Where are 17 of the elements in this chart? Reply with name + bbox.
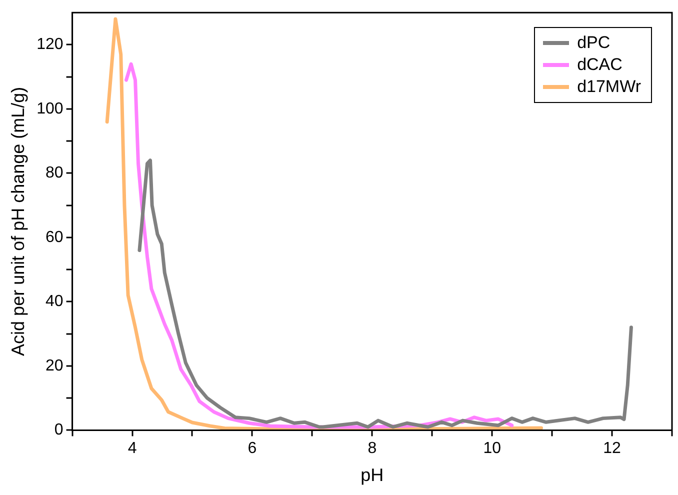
y-tick-label: 40 bbox=[46, 293, 64, 310]
y-axis-title: Acid per unit of pH change (mL/g) bbox=[8, 86, 28, 356]
x-tick-label: 6 bbox=[248, 440, 257, 458]
legend-label: dPC bbox=[577, 32, 610, 54]
legend-label: dCAC bbox=[577, 54, 622, 76]
y-tick-label: 60 bbox=[46, 228, 64, 246]
x-axis-title: pH bbox=[360, 465, 384, 486]
y-tick-label: 0 bbox=[54, 422, 64, 439]
y-tick-label: 120 bbox=[36, 36, 64, 54]
x-tick-label: 10 bbox=[483, 440, 502, 458]
x-tick-label: 8 bbox=[368, 440, 377, 458]
x-tick-label: 12 bbox=[603, 440, 622, 458]
y-tick-label: 80 bbox=[46, 164, 64, 182]
y-tick-label: 20 bbox=[46, 357, 64, 374]
y-tick-label: 100 bbox=[36, 100, 64, 118]
x-tick-label: 4 bbox=[128, 440, 137, 458]
legend-label: d17MWr bbox=[577, 76, 641, 98]
